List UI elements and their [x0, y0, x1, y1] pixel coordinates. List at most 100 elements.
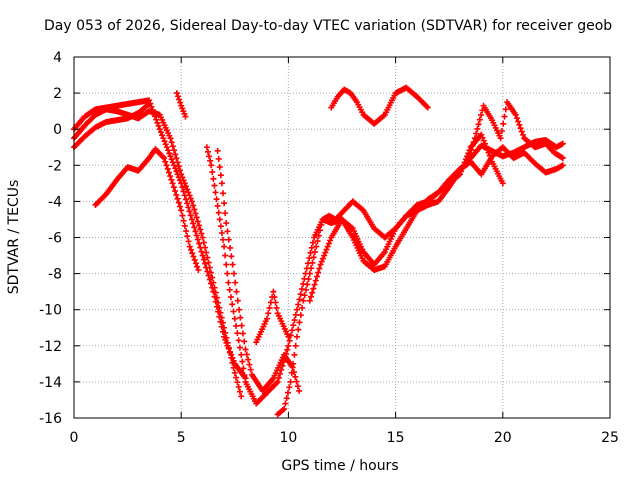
data-point [177, 167, 184, 174]
data-point [313, 273, 320, 280]
data-point [455, 172, 462, 179]
data-point [317, 261, 324, 268]
data-point [295, 326, 302, 333]
data-point [216, 216, 223, 223]
data-point [236, 388, 243, 395]
data-point [202, 260, 209, 267]
data-point [168, 176, 175, 183]
data-point [478, 112, 485, 119]
data-point [323, 246, 330, 253]
data-point [173, 168, 180, 175]
data-point [208, 162, 215, 169]
data-point [325, 240, 332, 247]
data-point [518, 128, 525, 135]
data-point [293, 333, 300, 340]
data-point [318, 221, 325, 228]
series-track-4 [92, 146, 202, 273]
data-point [480, 137, 487, 144]
data-point [321, 252, 328, 259]
data-point [221, 243, 228, 250]
data-point [218, 229, 225, 236]
data-point [154, 119, 161, 126]
data-point [182, 196, 189, 203]
data-point [225, 345, 232, 352]
data-point [210, 175, 217, 182]
data-point [225, 236, 232, 243]
data-point [214, 202, 221, 209]
data-point [306, 270, 313, 277]
data-point [284, 346, 291, 353]
data-point [520, 131, 527, 138]
data-point [238, 351, 245, 358]
data-point [213, 196, 220, 203]
data-point [229, 261, 236, 268]
data-point [219, 328, 226, 335]
data-point [463, 162, 470, 169]
data-point [311, 248, 318, 255]
data-point [199, 252, 206, 259]
data-point [155, 122, 162, 129]
data-point [238, 393, 245, 400]
data-point [205, 148, 211, 155]
data-point [184, 186, 191, 193]
data-point [206, 276, 213, 283]
data-point [246, 361, 253, 368]
data-point [289, 327, 296, 334]
data-point [486, 152, 493, 159]
data-point [272, 299, 279, 306]
data-points [71, 84, 566, 418]
data-point [459, 165, 466, 172]
data-point [229, 301, 236, 308]
data-point [485, 149, 492, 156]
data-point [224, 270, 231, 277]
data-point [223, 261, 230, 268]
data-point [500, 120, 507, 127]
data-point [299, 304, 306, 311]
data-point [292, 342, 299, 349]
data-point [297, 291, 304, 298]
data-point [146, 100, 153, 107]
data-point [183, 228, 190, 235]
data-point [159, 132, 166, 139]
data-point [290, 322, 297, 329]
grid-lines [74, 57, 610, 418]
data-point [231, 369, 238, 376]
data-point [161, 138, 168, 145]
data-point [475, 121, 482, 128]
data-point [225, 279, 232, 286]
data-point [166, 150, 173, 157]
data-point [502, 106, 509, 113]
y-tick-label: -4 [48, 194, 62, 210]
data-point [207, 157, 214, 164]
data-point [236, 344, 243, 351]
data-point [188, 198, 195, 205]
data-point [186, 243, 193, 250]
data-point [311, 281, 318, 288]
data-point [194, 236, 201, 243]
data-point [213, 303, 220, 310]
data-point [192, 260, 199, 267]
data-point [236, 306, 243, 313]
data-point [177, 99, 184, 106]
data-point [308, 293, 315, 300]
data-point [301, 292, 308, 299]
data-point [162, 158, 169, 165]
data-point [285, 333, 292, 340]
data-point [205, 272, 212, 279]
data-point [292, 373, 299, 380]
data-point [300, 297, 307, 304]
data-point [293, 378, 300, 385]
data-point [196, 240, 203, 247]
data-point [188, 216, 195, 223]
data-point [200, 256, 207, 263]
data-point [222, 252, 229, 259]
data-point [306, 297, 313, 304]
data-point [186, 208, 193, 215]
data-point [163, 162, 170, 169]
data-point [513, 115, 520, 122]
data-point [241, 372, 248, 379]
data-point [150, 110, 157, 117]
data-point [222, 210, 229, 217]
data-point [294, 383, 301, 390]
data-point [497, 135, 504, 142]
